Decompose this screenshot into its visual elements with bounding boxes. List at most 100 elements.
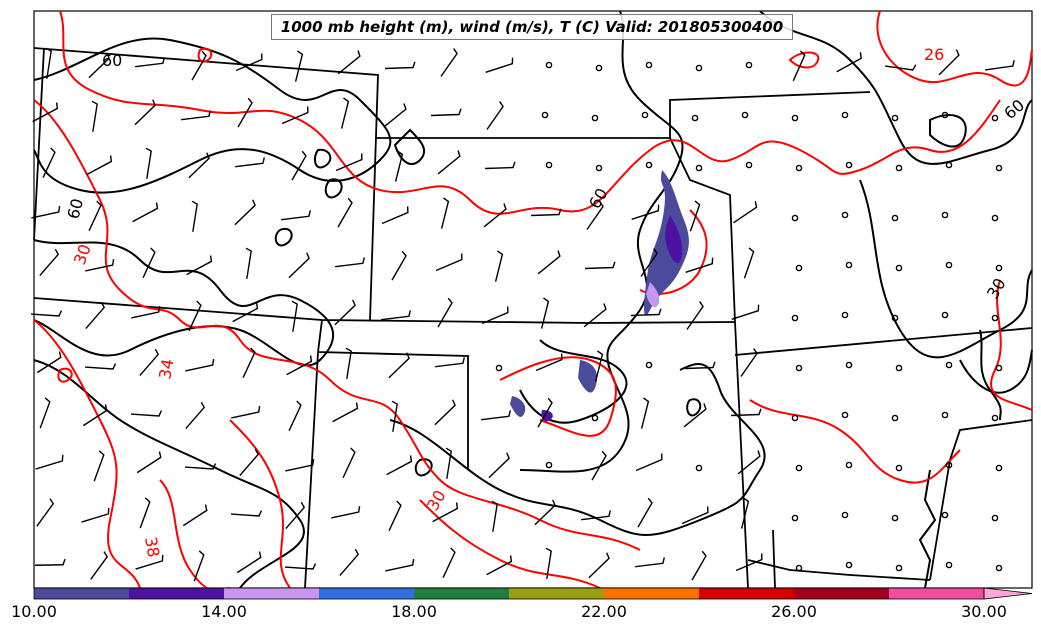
- wind-barb: [34, 558, 66, 566]
- wind-barb: [42, 147, 56, 178]
- calm-wind-marker: [845, 361, 853, 369]
- colorbar-tick-label: 26.00: [771, 602, 817, 621]
- calm-wind-marker: [541, 111, 549, 119]
- wind-barb: [193, 550, 205, 582]
- temp-contour-label: 38: [141, 535, 163, 558]
- wind-barb: [242, 347, 256, 378]
- colorbar-tick-label: 22.00: [581, 602, 627, 621]
- wind-barb: [245, 247, 252, 279]
- wind-barb: [481, 306, 509, 325]
- wind-barb: [691, 550, 707, 581]
- calm-wind-marker: [991, 514, 999, 522]
- wind-barb: [237, 97, 253, 128]
- wind-barb: [735, 553, 763, 572]
- calm-wind-marker: [895, 564, 903, 572]
- calm-wind-marker: [991, 414, 999, 422]
- wind-barb: [740, 497, 750, 529]
- calm-wind-marker: [695, 464, 703, 472]
- wind-barb: [91, 100, 98, 132]
- wind-barb: [792, 50, 806, 82]
- calm-wind-marker: [645, 161, 653, 169]
- calm-wind-marker: [841, 511, 849, 519]
- wind-barb: [185, 359, 215, 372]
- calm-wind-marker: [645, 61, 653, 69]
- calm-wind-marker: [845, 161, 853, 169]
- wind-barb: [686, 301, 704, 330]
- wind-barb: [281, 210, 312, 221]
- wind-barb: [332, 402, 359, 423]
- calm-wind-marker: [841, 411, 849, 419]
- wind-barb: [737, 450, 761, 475]
- wind-barb: [630, 308, 662, 317]
- calm-wind-marker: [895, 364, 903, 372]
- height-contours: [33, 10, 1033, 589]
- calm-wind-marker: [995, 364, 1003, 372]
- colorbar-segment: [794, 588, 889, 599]
- wind-barb: [432, 502, 459, 523]
- wind-barb: [191, 50, 207, 81]
- calm-wind-marker: [941, 411, 949, 419]
- calm-wind-marker: [591, 414, 599, 422]
- calm-wind-marker: [945, 361, 953, 369]
- calm-wind-marker: [741, 111, 749, 119]
- calm-wind-marker: [745, 61, 753, 69]
- wind-barb: [35, 454, 64, 470]
- calm-wind-marker: [941, 111, 949, 119]
- wind-barb: [284, 563, 317, 570]
- colorbar-segment: [129, 588, 224, 599]
- calm-wind-marker: [941, 511, 949, 519]
- calm-wind-marker: [891, 314, 899, 322]
- wind-barb: [30, 310, 63, 317]
- wind-barb: [440, 197, 450, 229]
- calm-wind-marker: [745, 161, 753, 169]
- wind-barb: [231, 406, 261, 419]
- wind-barb: [291, 150, 307, 181]
- calm-wind-marker: [791, 314, 799, 322]
- precip-cell: [510, 396, 526, 417]
- calm-wind-marker: [695, 164, 703, 172]
- calm-wind-marker: [845, 261, 853, 269]
- precip-cell: [646, 282, 660, 308]
- wind-barb: [188, 300, 202, 331]
- colorbar-tick-label: 18.00: [391, 602, 437, 621]
- wind-barb: [586, 201, 604, 230]
- wind-barb: [683, 403, 707, 428]
- wind-barb: [383, 103, 407, 128]
- wind-barb: [139, 497, 151, 529]
- wind-barb: [730, 408, 762, 417]
- colorbar-segment: [414, 588, 509, 599]
- wind-barb: [185, 401, 206, 430]
- calm-wind-marker: [791, 214, 799, 222]
- wind-barb: [435, 357, 466, 368]
- wind-barb: [583, 303, 607, 328]
- wind-barbs: [30, 47, 1015, 582]
- wind-barb: [388, 352, 410, 379]
- wind-barb: [235, 53, 263, 72]
- wind-barb: [145, 147, 152, 179]
- calm-wind-marker: [841, 211, 849, 219]
- temp-contour-label: 26: [924, 45, 944, 64]
- precip-shading: [510, 170, 689, 422]
- map-frame: [33, 10, 1033, 589]
- wind-barb: [188, 152, 210, 179]
- temp-contour-label: 34: [155, 357, 177, 380]
- wind-barb: [491, 500, 498, 532]
- wind-barb: [486, 101, 504, 130]
- calm-wind-marker: [641, 111, 649, 119]
- calm-wind-marker: [645, 361, 653, 369]
- wind-barb: [184, 463, 217, 470]
- wind-barb: [437, 150, 461, 175]
- wind-barb: [440, 48, 458, 77]
- calm-wind-marker: [795, 564, 803, 572]
- wind-barb: [131, 306, 161, 319]
- height-contour-label: 60: [64, 196, 88, 221]
- wind-barb: [85, 301, 106, 330]
- wind-barb: [545, 547, 552, 579]
- wind-barb: [191, 200, 198, 232]
- wind-barb: [581, 510, 612, 521]
- wind-barb: [437, 297, 453, 328]
- wind-barb: [230, 510, 263, 517]
- wind-barb: [331, 506, 361, 519]
- wind-barb: [681, 506, 709, 525]
- wind-barb: [85, 259, 115, 272]
